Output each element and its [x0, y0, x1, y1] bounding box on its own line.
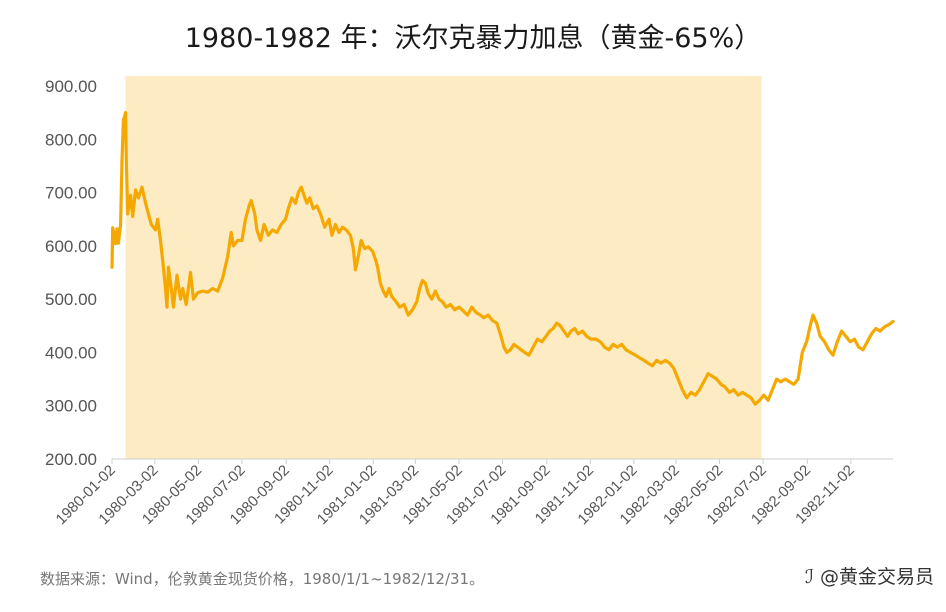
- watermark-text: @黄金交易员: [819, 566, 934, 588]
- chart-title: 1980-1982 年：沃尔克暴力加息（黄金-65%）: [184, 23, 762, 54]
- y-tick-label: 700.00: [45, 184, 97, 203]
- volcker-period-shading: [125, 76, 762, 459]
- gold-price-line: [110, 110, 895, 406]
- series-layer: [110, 110, 895, 406]
- watermark: ℐ @黄金交易员: [805, 562, 934, 589]
- source-note: 数据来源：Wind，伦敦黄金现货价格，1980/1/1~1982/12/31。: [40, 570, 485, 588]
- brand-icon: ℐ: [805, 566, 814, 588]
- y-tick-label: 300.00: [45, 397, 97, 416]
- y-tick-label: 900.00: [45, 77, 97, 96]
- y-tick-label: 500.00: [45, 290, 97, 309]
- y-tick-label: 400.00: [45, 343, 97, 362]
- shaded-region: [125, 76, 762, 459]
- y-tick-label: 600.00: [45, 237, 97, 256]
- y-axis-ticks: 200.00 300.00 400.00 500.00 600.00 700.00 800.…: [45, 77, 97, 469]
- x-axis-ticks: 1980-01-021980-03-021980-05-021980-07-02…: [53, 459, 858, 528]
- y-tick-label: 200.00: [45, 450, 97, 469]
- y-tick-label: 800.00: [45, 130, 97, 149]
